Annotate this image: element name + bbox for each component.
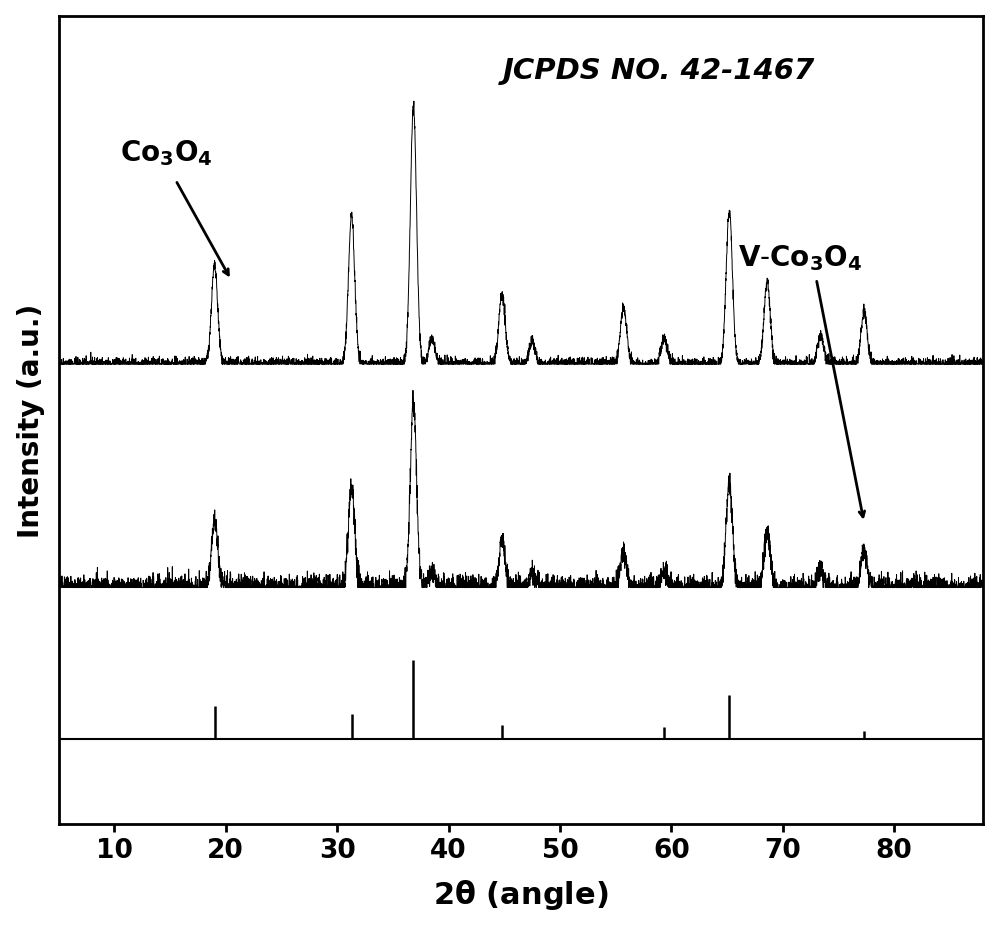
Text: $\mathbf{Co_3O_4}$: $\mathbf{Co_3O_4}$ [120,138,212,168]
Text: JCPDS NO. 42-1467: JCPDS NO. 42-1467 [502,57,815,85]
X-axis label: $\mathbf{2\theta}$ (angle): $\mathbf{2\theta}$ (angle) [433,877,609,911]
Text: $\mathbf{V\text{-}Co_3O_4}$: $\mathbf{V\text{-}Co_3O_4}$ [738,243,862,273]
Y-axis label: Intensity (a.u.): Intensity (a.u.) [17,303,45,537]
